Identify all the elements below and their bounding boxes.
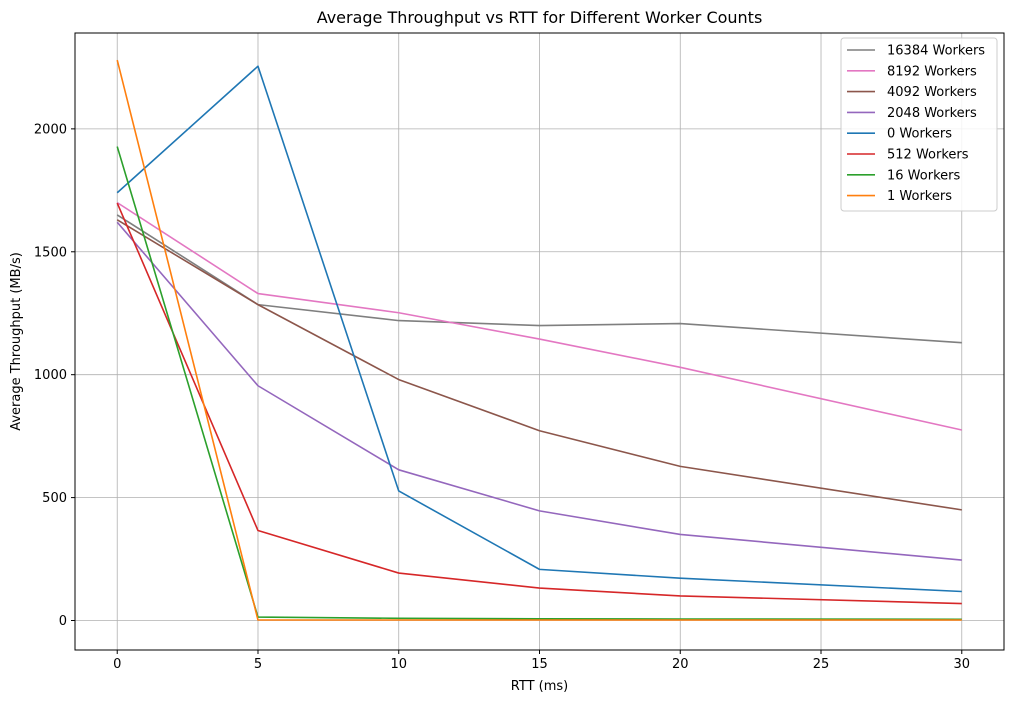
y-tick-label: 1000 <box>34 368 67 383</box>
series-lines <box>116 59 962 621</box>
x-tick-label: 20 <box>672 657 689 672</box>
x-tick-label: 15 <box>531 657 548 672</box>
x-tick-label: 5 <box>254 657 262 672</box>
y-tick-label: 500 <box>42 491 67 506</box>
series-line <box>116 221 962 561</box>
x-tick-label: 10 <box>390 657 407 672</box>
series-line <box>116 146 962 621</box>
series-line <box>116 219 962 511</box>
x-tick-label: 30 <box>953 657 970 672</box>
legend-box <box>840 37 998 212</box>
legend-label: 8192 Workers <box>887 64 977 79</box>
legend-label: 512 Workers <box>887 148 969 163</box>
y-tick-label: 1500 <box>34 245 67 260</box>
series-line <box>116 65 962 593</box>
x-tick-label: 0 <box>113 657 121 672</box>
y-tick-label: 0 <box>59 614 67 629</box>
legend-label: 0 Workers <box>887 127 952 142</box>
x-axis-title: RTT (ms) <box>511 679 568 694</box>
series-line <box>116 59 962 621</box>
x-tick-label: 25 <box>813 657 830 672</box>
y-tick-label: 2000 <box>34 122 67 137</box>
legend-label: 16 Workers <box>887 168 960 183</box>
legend-label: 1 Workers <box>887 189 952 204</box>
legend-label: 4092 Workers <box>887 85 977 100</box>
legend-label: 16384 Workers <box>887 44 985 59</box>
legend: 16384 Workers 8192 Workers 4092 Workers 204… <box>840 37 998 212</box>
axis-ticks: 0 5 10 15 20 25 30 0 500 1000 1500 2000 <box>34 122 970 672</box>
legend-items: 16384 Workers 8192 Workers 4092 Workers 204… <box>847 44 985 204</box>
series-line <box>116 202 962 605</box>
chart-title: Average Throughput vs RTT for Different … <box>317 8 763 27</box>
y-axis-title: Average Throughput (MB/s) <box>9 252 24 431</box>
legend-label: 2048 Workers <box>887 106 977 121</box>
series-line <box>116 201 962 431</box>
grid-lines <box>75 33 1004 650</box>
